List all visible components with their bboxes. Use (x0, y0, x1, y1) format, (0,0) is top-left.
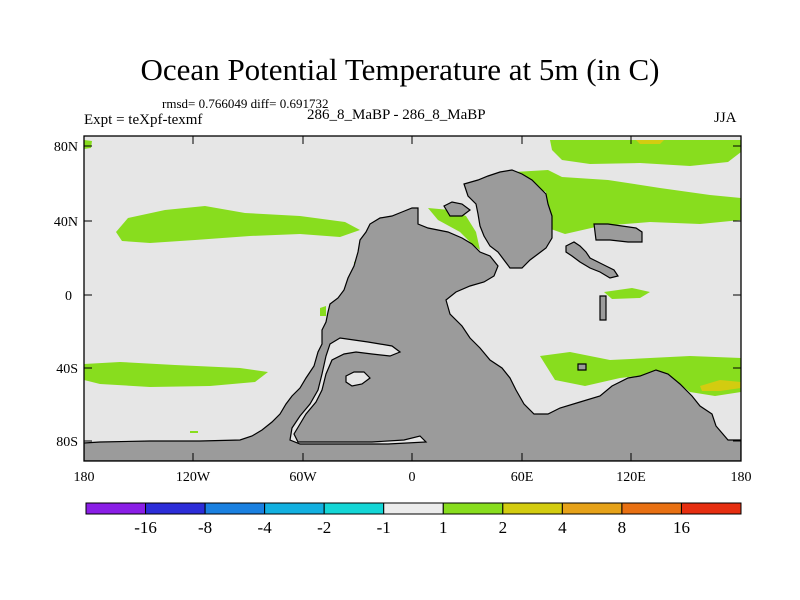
colorbar-label: 1 (439, 518, 448, 537)
colorbar-label: -16 (134, 518, 157, 537)
case-label: 286_8_MaBP - 286_8_MaBP (307, 107, 486, 123)
lat-label-80n: 80N (54, 140, 78, 155)
land-masses (84, 169, 741, 461)
colorbar-box (264, 502, 325, 515)
lon-label-180e: 180 (731, 470, 752, 485)
stats-label: rmsd= 0.766049 diff= 0.691732 (162, 96, 329, 111)
lat-label-40s: 40S (56, 362, 78, 377)
lat-ticks (84, 145, 741, 442)
colorbar-box (680, 502, 742, 515)
lon-label-120e: 120E (616, 470, 646, 485)
lon-label-180w: 180 (74, 470, 95, 485)
warm-anomaly-yellow (700, 380, 741, 391)
inland-ocean (289, 337, 428, 445)
colorbar-box (145, 502, 206, 515)
colorbar-box (442, 502, 504, 515)
lat-label-40n: 40N (54, 215, 78, 230)
colorbar-box (204, 502, 266, 515)
colorbar-label: -8 (197, 518, 213, 537)
colorbar-label: -1 (376, 518, 391, 537)
colorbar-label: -4 (257, 518, 272, 537)
colorbar-box (85, 502, 147, 515)
lat-label-0: 0 (65, 289, 72, 304)
lon-label-120w: 120W (176, 470, 211, 485)
colorbar-boxes (85, 502, 742, 515)
colorbar-box (561, 502, 623, 515)
colorbar-label: -2 (317, 518, 332, 537)
experiment-label: Expt = teXpf-texmf (84, 112, 203, 128)
colorbar-label: 16 (672, 518, 690, 537)
lat-label-80s: 80S (56, 435, 78, 450)
colorbar-box (383, 502, 444, 515)
colorbar-box (621, 502, 682, 515)
colorbar-label: 4 (558, 518, 567, 537)
colorbar-box (502, 502, 563, 515)
map-title: Ocean Potential Temperature at 5m (in C) (140, 52, 660, 87)
lon-label-60w: 60W (289, 470, 317, 485)
colorbar-label: 2 (498, 518, 508, 537)
warm-anomaly-yellow-north (636, 140, 664, 144)
colorbar-box (323, 502, 385, 515)
colorbar-label: 8 (617, 518, 627, 537)
lon-label-0: 0 (409, 470, 416, 485)
lon-ticks (192, 136, 632, 461)
season-label: JJA (714, 110, 737, 126)
lon-label-60e: 60E (511, 470, 534, 485)
lat-labels: 80N 40N 0 40S 80S (54, 140, 78, 450)
lon-labels: 180 120W 60W 0 60E 120E 180 (74, 470, 752, 485)
